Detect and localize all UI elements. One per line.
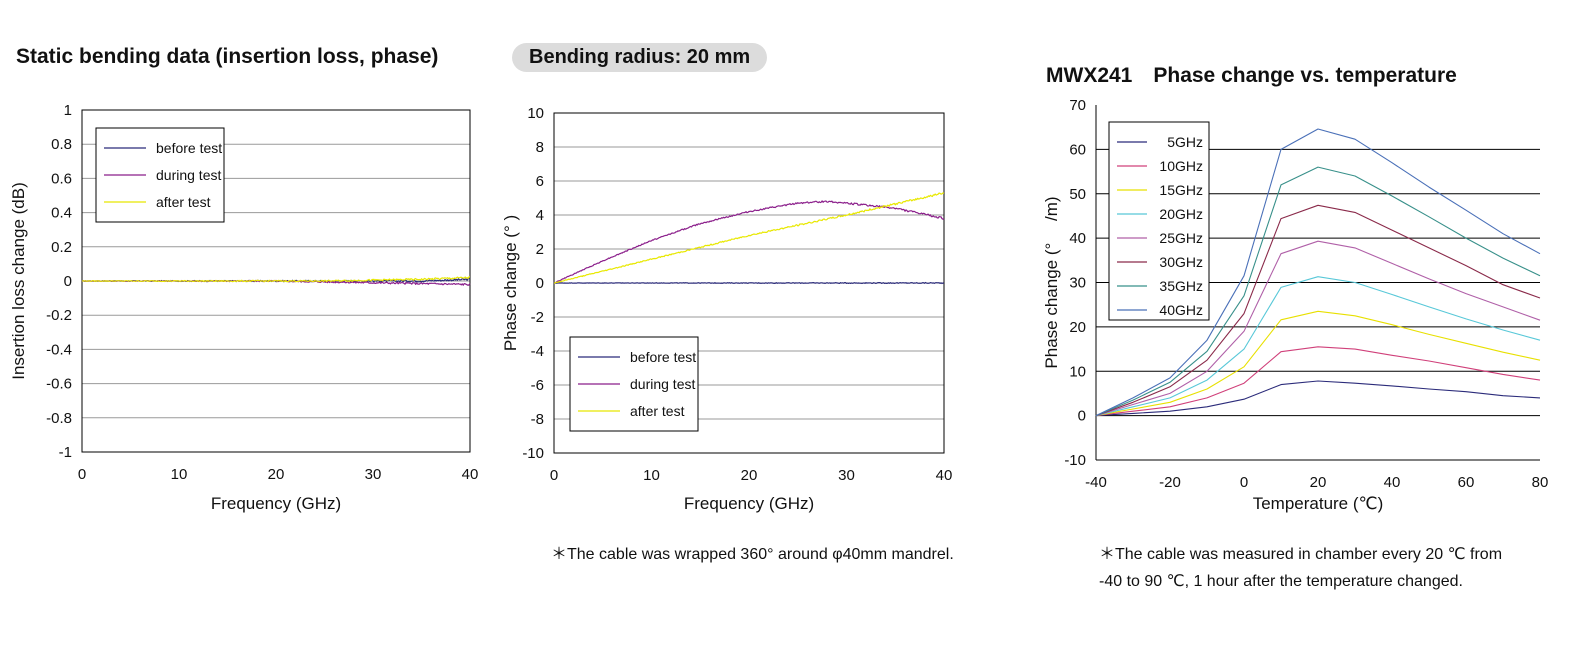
- y-tick-label: -6: [531, 377, 544, 394]
- y-tick-label: -10: [522, 445, 544, 462]
- y-tick-label: 60: [1069, 141, 1086, 158]
- y-tick-label: -0.4: [46, 341, 72, 358]
- chart-2: -10 -8 -6 -4 -2 0 2 4 6 8 10 0 10 20 30 40 before test du…: [501, 105, 952, 513]
- y-axis-label: Phase change (° ): [501, 215, 520, 351]
- legend-label: before test: [630, 349, 696, 365]
- x-axis-label: Frequency (GHz): [211, 494, 341, 513]
- series-line: [1095, 240, 1541, 417]
- x-tick-label: 0: [1240, 474, 1248, 491]
- y-tick-label: 8: [536, 139, 544, 156]
- y-axis-label: Insertion loss change (dB): [9, 182, 28, 380]
- y-tick-label: -0.2: [46, 307, 72, 324]
- x-tick-label: 20: [268, 466, 285, 483]
- legend-label: 10GHz: [1159, 158, 1203, 174]
- y-tick-label: 0: [536, 275, 544, 292]
- x-tick-label: -40: [1085, 474, 1107, 491]
- x-tick-label: 0: [78, 466, 86, 483]
- y-axis-label: Phase change (° /m): [1042, 196, 1061, 368]
- y-tick-label: -4: [531, 343, 544, 360]
- legend-label: before test: [156, 140, 222, 156]
- y-tick-label: 1: [64, 102, 72, 119]
- y-tick-label: 4: [536, 207, 544, 224]
- chart-legend: before test during test after test: [569, 336, 699, 432]
- chart-legend: before test during test after test: [95, 127, 225, 223]
- legend-box: [1108, 121, 1210, 321]
- x-tick-label: 40: [1384, 474, 1401, 491]
- y-tick-label: -0.8: [46, 410, 72, 427]
- y-tick-label: 0: [1078, 408, 1086, 425]
- y-tick-label: -1: [59, 444, 72, 461]
- x-tick-label: 40: [936, 467, 953, 484]
- x-tick-label: 40: [462, 466, 479, 483]
- x-tick-label: 10: [171, 466, 188, 483]
- y-tick-label: 2: [536, 241, 544, 258]
- x-axis-label: Frequency (GHz): [684, 494, 814, 513]
- y-tick-label: 0.2: [51, 239, 72, 256]
- x-tick-label: 30: [838, 467, 855, 484]
- legend-label: 40GHz: [1159, 302, 1203, 318]
- temperature-chart-title: MWX241 Phase change vs. temperature: [1046, 64, 1457, 87]
- series-line: [1095, 310, 1541, 417]
- mandrel-note: ＊The cable was wrapped 360° around φ40mm…: [551, 546, 954, 563]
- y-tick-label: -2: [531, 309, 544, 326]
- legend-label: 5GHz: [1167, 134, 1203, 150]
- series-line: [1095, 166, 1541, 417]
- y-tick-label: 10: [527, 105, 544, 122]
- legend-label: after test: [156, 194, 211, 210]
- series-line: [1095, 380, 1541, 417]
- legend-label: after test: [630, 403, 685, 419]
- chamber-note-line2: -40 to 90 ℃, 1 hour after the temperatur…: [1099, 573, 1463, 590]
- chamber-note-line1: ＊The cable was measured in chamber every…: [1099, 546, 1503, 563]
- y-tick-label: 20: [1069, 319, 1086, 336]
- series-line: [1095, 204, 1541, 417]
- y-tick-label: 50: [1069, 186, 1086, 203]
- y-tick-label: 0.6: [51, 170, 72, 187]
- legend-label: 25GHz: [1159, 230, 1203, 246]
- x-tick-label: 0: [550, 467, 558, 484]
- x-tick-label: -20: [1159, 474, 1181, 491]
- y-tick-label: 0: [64, 273, 72, 290]
- x-tick-label: 80: [1532, 474, 1549, 491]
- series-line: [553, 192, 945, 284]
- y-tick-label: 10: [1069, 363, 1086, 380]
- x-tick-label: 10: [643, 467, 660, 484]
- x-tick-label: 30: [365, 466, 382, 483]
- legend-label: during test: [630, 376, 695, 392]
- chart-3: -10 0 10 20 30 40 50 60 70 -40 -20 0 20 40 60 80 5GHz 10G…: [1042, 97, 1548, 513]
- y-tick-label: 6: [536, 173, 544, 190]
- y-tick-label: 70: [1069, 97, 1086, 114]
- chart-legend: 5GHz 10GHz 15GHz 20GHz 25GHz 30GHz 35GHz 40GHz: [1108, 121, 1210, 321]
- y-tick-label: -8: [531, 411, 544, 428]
- x-tick-label: 60: [1458, 474, 1475, 491]
- legend-label: 35GHz: [1159, 278, 1203, 294]
- page-title: Static bending data (insertion loss, pha…: [16, 45, 439, 68]
- legend-label: 30GHz: [1159, 254, 1203, 270]
- y-tick-label: 40: [1069, 230, 1086, 247]
- y-tick-label: 30: [1069, 275, 1086, 292]
- y-tick-label: 0.8: [51, 136, 72, 153]
- y-tick-label: -0.6: [46, 376, 72, 393]
- x-tick-label: 20: [741, 467, 758, 484]
- chart-1: -1-0.8-0.6-0.4-0.200.20.40.60.810 10 20 30 4…: [9, 102, 478, 513]
- series-line: [1095, 128, 1541, 417]
- y-tick-label: 0.4: [51, 205, 72, 222]
- bending-radius-badge: Bending radius: 20 mm: [512, 43, 768, 72]
- legend-label: 15GHz: [1159, 182, 1203, 198]
- legend-label: during test: [156, 167, 221, 183]
- series-line: [1095, 276, 1541, 417]
- x-axis-label: Temperature (℃): [1253, 494, 1384, 513]
- x-tick-label: 20: [1310, 474, 1327, 491]
- series-line: [553, 281, 945, 285]
- series-line: [81, 276, 470, 283]
- legend-label: 20GHz: [1159, 206, 1203, 222]
- chamber-note: ＊The cable was measured in chamber every…: [1099, 541, 1502, 595]
- series-line: [553, 200, 945, 284]
- series-line: [1095, 346, 1541, 417]
- y-tick-label: -10: [1064, 452, 1086, 469]
